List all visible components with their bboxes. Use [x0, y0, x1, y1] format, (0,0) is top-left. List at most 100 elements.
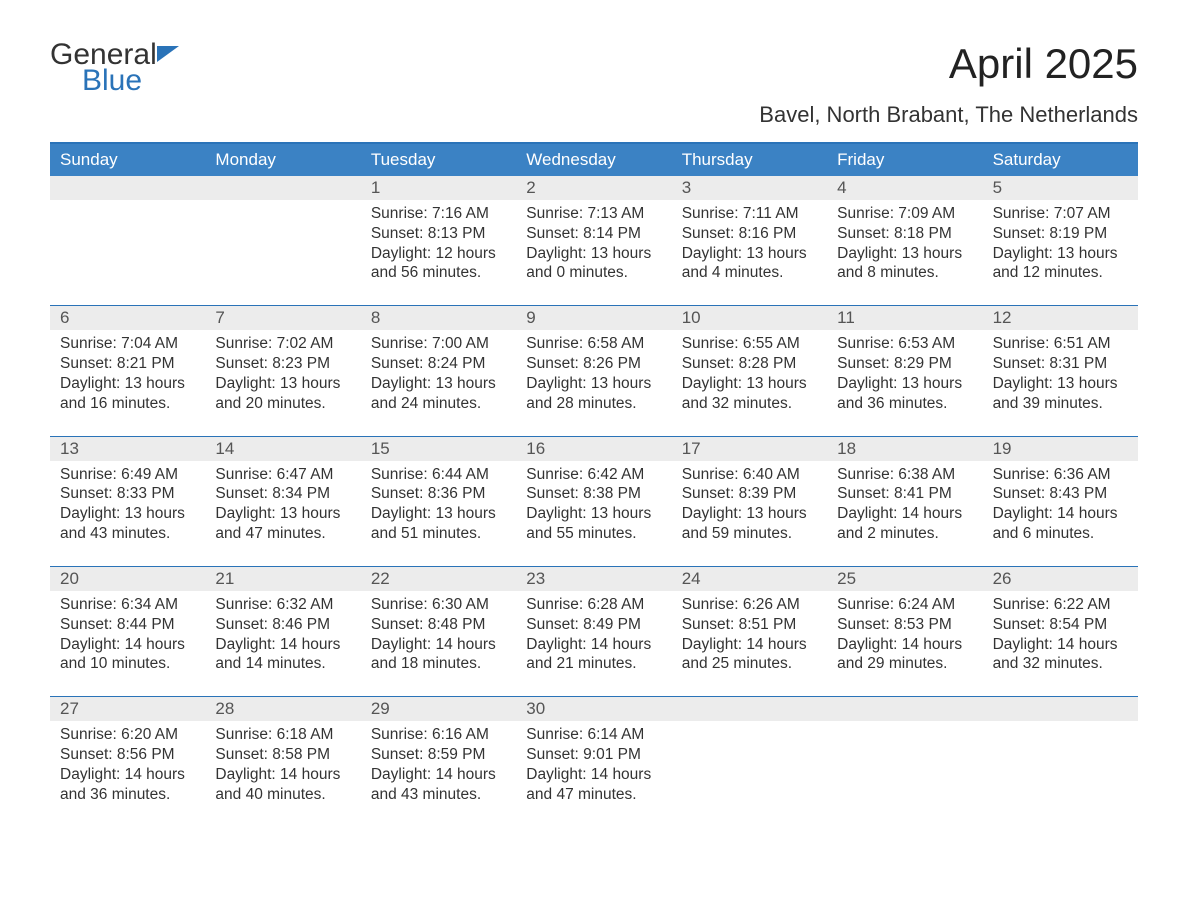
sunset-line: Sunset: 8:31 PM: [993, 354, 1128, 374]
daylight-line-1: Daylight: 14 hours: [682, 635, 817, 655]
sunrise-line: Sunrise: 6:49 AM: [60, 465, 195, 485]
day-cell: Sunrise: 6:42 AMSunset: 8:38 PMDaylight:…: [516, 461, 671, 566]
day-number: 11: [827, 306, 982, 330]
day-number: 6: [50, 306, 205, 330]
day-number: 10: [672, 306, 827, 330]
daylight-line-1: Daylight: 13 hours: [682, 244, 817, 264]
day-number: 24: [672, 567, 827, 591]
sunrise-line: Sunrise: 6:53 AM: [837, 334, 972, 354]
dow-saturday: Saturday: [983, 144, 1138, 176]
daylight-line-2: and 36 minutes.: [60, 785, 195, 805]
day-number: 27: [50, 697, 205, 721]
daylight-line-1: Daylight: 13 hours: [837, 374, 972, 394]
day-cell: [50, 200, 205, 305]
sunrise-line: Sunrise: 6:34 AM: [60, 595, 195, 615]
daylight-line-2: and 32 minutes.: [993, 654, 1128, 674]
sunset-line: Sunset: 8:43 PM: [993, 484, 1128, 504]
daylight-line-1: Daylight: 13 hours: [371, 374, 506, 394]
day-cell: Sunrise: 6:34 AMSunset: 8:44 PMDaylight:…: [50, 591, 205, 696]
day-number: 18: [827, 437, 982, 461]
daylight-line-2: and 55 minutes.: [526, 524, 661, 544]
sunset-line: Sunset: 8:33 PM: [60, 484, 195, 504]
daylight-line-1: Daylight: 13 hours: [837, 244, 972, 264]
sunset-line: Sunset: 8:29 PM: [837, 354, 972, 374]
sunset-line: Sunset: 8:13 PM: [371, 224, 506, 244]
daylight-line-2: and 24 minutes.: [371, 394, 506, 414]
day-cell: Sunrise: 6:53 AMSunset: 8:29 PMDaylight:…: [827, 330, 982, 435]
day-cell: Sunrise: 6:26 AMSunset: 8:51 PMDaylight:…: [672, 591, 827, 696]
sunrise-line: Sunrise: 6:44 AM: [371, 465, 506, 485]
sunset-line: Sunset: 8:41 PM: [837, 484, 972, 504]
sunrise-line: Sunrise: 6:16 AM: [371, 725, 506, 745]
sunrise-line: Sunrise: 6:28 AM: [526, 595, 661, 615]
daylight-line-1: Daylight: 14 hours: [837, 635, 972, 655]
sunset-line: Sunset: 8:26 PM: [526, 354, 661, 374]
sunrise-line: Sunrise: 6:30 AM: [371, 595, 506, 615]
day-number: 13: [50, 437, 205, 461]
daylight-line-1: Daylight: 14 hours: [60, 765, 195, 785]
sunset-line: Sunset: 8:23 PM: [215, 354, 350, 374]
day-cell: Sunrise: 6:30 AMSunset: 8:48 PMDaylight:…: [361, 591, 516, 696]
day-cell: Sunrise: 6:47 AMSunset: 8:34 PMDaylight:…: [205, 461, 360, 566]
day-cell: Sunrise: 6:28 AMSunset: 8:49 PMDaylight:…: [516, 591, 671, 696]
day-number: 4: [827, 176, 982, 200]
daylight-line-1: Daylight: 13 hours: [371, 504, 506, 524]
dow-monday: Monday: [205, 144, 360, 176]
daylight-line-1: Daylight: 14 hours: [371, 765, 506, 785]
logo: General Blue: [50, 40, 179, 96]
sunset-line: Sunset: 8:53 PM: [837, 615, 972, 635]
daylight-line-1: Daylight: 14 hours: [215, 765, 350, 785]
day-cell: Sunrise: 6:49 AMSunset: 8:33 PMDaylight:…: [50, 461, 205, 566]
sunset-line: Sunset: 9:01 PM: [526, 745, 661, 765]
daylight-line-1: Daylight: 13 hours: [682, 504, 817, 524]
day-number: 25: [827, 567, 982, 591]
sunrise-line: Sunrise: 6:58 AM: [526, 334, 661, 354]
sunrise-line: Sunrise: 7:11 AM: [682, 204, 817, 224]
sunrise-line: Sunrise: 6:38 AM: [837, 465, 972, 485]
day-cell: Sunrise: 7:16 AMSunset: 8:13 PMDaylight:…: [361, 200, 516, 305]
sunset-line: Sunset: 8:58 PM: [215, 745, 350, 765]
sunset-line: Sunset: 8:38 PM: [526, 484, 661, 504]
day-number: 8: [361, 306, 516, 330]
daylight-line-1: Daylight: 13 hours: [60, 374, 195, 394]
sunset-line: Sunset: 8:36 PM: [371, 484, 506, 504]
day-number: [827, 697, 982, 721]
sunrise-line: Sunrise: 6:32 AM: [215, 595, 350, 615]
daylight-line-2: and 47 minutes.: [526, 785, 661, 805]
sunset-line: Sunset: 8:19 PM: [993, 224, 1128, 244]
day-number: 29: [361, 697, 516, 721]
daylight-line-2: and 47 minutes.: [215, 524, 350, 544]
sunrise-line: Sunrise: 6:40 AM: [682, 465, 817, 485]
daylight-line-1: Daylight: 13 hours: [215, 374, 350, 394]
daylight-line-2: and 36 minutes.: [837, 394, 972, 414]
day-number: 2: [516, 176, 671, 200]
day-number: 23: [516, 567, 671, 591]
dow-tuesday: Tuesday: [361, 144, 516, 176]
daylight-line-2: and 43 minutes.: [371, 785, 506, 805]
day-number: 21: [205, 567, 360, 591]
daylight-line-1: Daylight: 12 hours: [371, 244, 506, 264]
daylight-line-1: Daylight: 13 hours: [526, 374, 661, 394]
day-cell: Sunrise: 7:04 AMSunset: 8:21 PMDaylight:…: [50, 330, 205, 435]
day-cell: Sunrise: 6:55 AMSunset: 8:28 PMDaylight:…: [672, 330, 827, 435]
day-cell: [205, 200, 360, 305]
daylight-line-2: and 39 minutes.: [993, 394, 1128, 414]
sunrise-line: Sunrise: 7:00 AM: [371, 334, 506, 354]
daylight-line-1: Daylight: 14 hours: [993, 635, 1128, 655]
sunrise-line: Sunrise: 6:47 AM: [215, 465, 350, 485]
sunset-line: Sunset: 8:28 PM: [682, 354, 817, 374]
day-number: [672, 697, 827, 721]
sunrise-line: Sunrise: 7:13 AM: [526, 204, 661, 224]
daylight-line-2: and 8 minutes.: [837, 263, 972, 283]
sunset-line: Sunset: 8:21 PM: [60, 354, 195, 374]
day-number: 26: [983, 567, 1138, 591]
day-number: [983, 697, 1138, 721]
day-cell: [827, 721, 982, 826]
day-number: 1: [361, 176, 516, 200]
daylight-line-2: and 14 minutes.: [215, 654, 350, 674]
day-cell: Sunrise: 6:38 AMSunset: 8:41 PMDaylight:…: [827, 461, 982, 566]
sunrise-line: Sunrise: 6:22 AM: [993, 595, 1128, 615]
day-number: [205, 176, 360, 200]
day-number: 5: [983, 176, 1138, 200]
day-number: 12: [983, 306, 1138, 330]
